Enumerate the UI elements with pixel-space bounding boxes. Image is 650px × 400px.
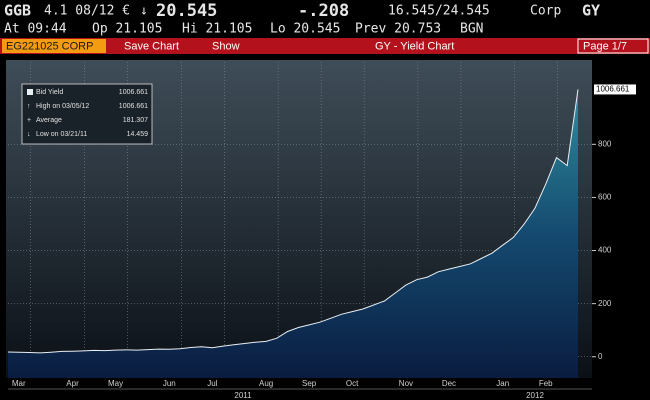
stat-value: 1006.661: [119, 103, 148, 110]
range: 16.545/24.545: [388, 4, 490, 19]
page-indicator[interactable]: Page 1/7: [583, 40, 627, 52]
chart-title: GY - Yield Chart: [375, 40, 454, 52]
market: Corp: [530, 4, 561, 19]
y-tick-label: 400: [598, 246, 612, 255]
stat-value: 14.459: [127, 131, 149, 138]
x-tick-label: Mar: [12, 379, 26, 388]
year-label: 2012: [526, 391, 544, 400]
legend-symbol: ↓: [27, 131, 31, 138]
legend-value: 1006.661: [119, 89, 148, 96]
header-row2: At 09:44 Op 21.105 Hi 21.105 Lo 20.545 P…: [4, 22, 483, 37]
legend-symbol: +: [27, 117, 31, 124]
legend-box: [21, 83, 153, 145]
x-tick-label: Jan: [496, 379, 509, 388]
change: -.208: [298, 1, 349, 21]
show-button[interactable]: Show: [212, 40, 240, 52]
x-tick-label: Aug: [259, 379, 273, 388]
security: 4.1 08/12 €: [44, 4, 130, 19]
source: BGN: [460, 22, 483, 37]
x-tick-label: Jun: [163, 379, 176, 388]
time: At 09:44: [4, 22, 67, 37]
legend-symbol: ↑: [27, 103, 31, 110]
y-tick-label: 800: [598, 139, 612, 148]
low: Lo 20.545: [270, 22, 340, 37]
function: GY: [582, 2, 600, 20]
high: Hi 21.105: [182, 22, 252, 37]
toolbar: [0, 38, 650, 54]
y-tick-label: 200: [598, 299, 612, 308]
x-tick-label: Nov: [399, 379, 413, 388]
area: [8, 89, 578, 379]
line: [7, 89, 579, 354]
stat-value: 181.307: [123, 117, 148, 124]
open: Op 21.105: [92, 22, 162, 37]
x-tick-label: Dec: [442, 379, 456, 388]
legend-swatch: [27, 89, 33, 95]
stat-label: Average: [36, 117, 62, 124]
y-tick-label: 0: [598, 352, 603, 361]
stat-label: Low on 03/21/11: [36, 131, 87, 138]
stat-label: High on 03/05/12: [36, 103, 89, 110]
legend-name: Bid Yield: [36, 89, 63, 96]
x-tick-label: Sep: [302, 379, 317, 388]
save-chart-button[interactable]: Save Chart: [124, 40, 179, 52]
last-price: 20.545: [156, 1, 217, 21]
y-tick-label: 600: [598, 193, 612, 202]
x-tick-label: May: [108, 379, 123, 388]
security-field-text[interactable]: EG221025 CORP: [6, 40, 93, 52]
ticker: GGB: [4, 2, 31, 20]
x-tick-label: Apr: [66, 379, 79, 388]
arrow: ↓: [140, 4, 148, 19]
plot: 0 200 400 600 800 Mar Apr May Jun Jul Aug Sep Oct Nov…: [7, 62, 636, 400]
security-field[interactable]: [2, 39, 106, 53]
header-row1: GGB 4.1 08/12 € ↓ 20.545 -.208 16.545/24…: [4, 1, 600, 21]
last-value-label: 1006.661: [596, 85, 630, 94]
last-value-tag: [594, 84, 636, 95]
legend: Bid Yield 1006.661 ↑ High on 03/05/12 1006.6…: [21, 83, 153, 145]
x-tick-label: Jul: [207, 379, 217, 388]
x-tick-label: Oct: [346, 379, 359, 388]
prev: Prev 20.753: [355, 22, 441, 37]
page-box[interactable]: [577, 38, 649, 54]
x-tick-label: Feb: [539, 379, 553, 388]
year-label: 2011: [234, 391, 252, 400]
